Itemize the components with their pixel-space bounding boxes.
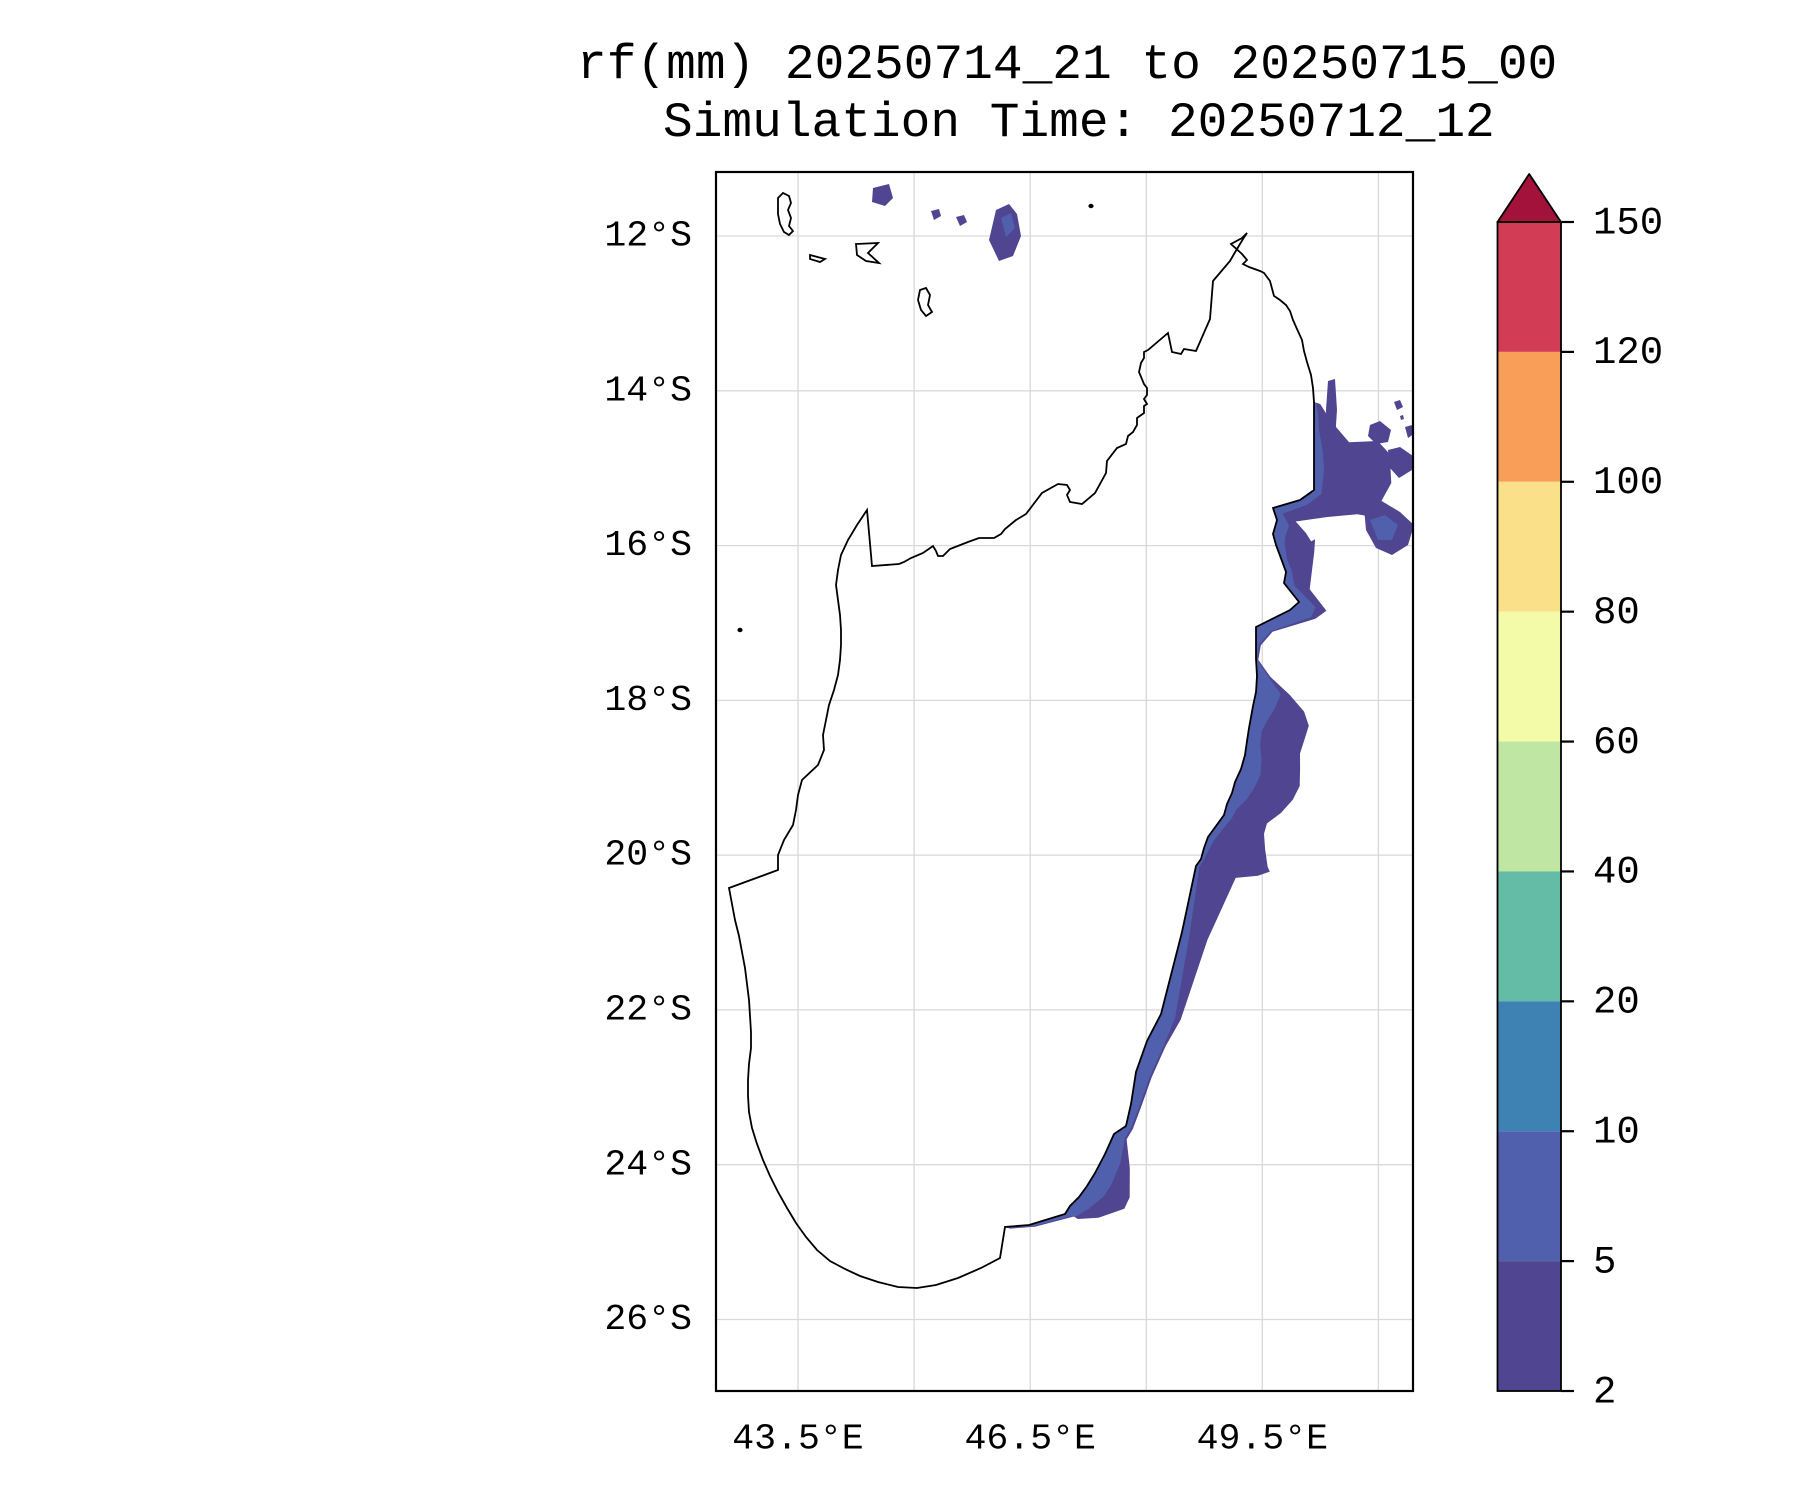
svg-text:12°S: 12°S (604, 216, 692, 257)
svg-text:43.5°E: 43.5°E (732, 1419, 863, 1460)
svg-text:22°S: 22°S (604, 990, 692, 1031)
svg-text:14°S: 14°S (604, 370, 692, 411)
svg-text:rf(mm) 20250714_21 to 20250715: rf(mm) 20250714_21 to 20250715_00 (577, 37, 1557, 93)
svg-text:Simulation Time: 20250712_12: Simulation Time: 20250712_12 (663, 95, 1495, 151)
svg-text:10: 10 (1593, 1111, 1640, 1155)
svg-text:16°S: 16°S (604, 525, 692, 566)
svg-text:46.5°E: 46.5°E (964, 1419, 1095, 1460)
svg-text:60: 60 (1593, 721, 1640, 765)
svg-text:100: 100 (1593, 461, 1663, 505)
svg-text:20°S: 20°S (604, 835, 692, 876)
svg-text:40: 40 (1593, 851, 1640, 895)
svg-text:120: 120 (1593, 331, 1663, 375)
svg-text:49.5°E: 49.5°E (1197, 1419, 1328, 1460)
svg-text:18°S: 18°S (604, 680, 692, 721)
svg-text:24°S: 24°S (604, 1144, 692, 1185)
svg-text:150: 150 (1593, 201, 1663, 245)
svg-text:20: 20 (1593, 981, 1640, 1025)
svg-text:26°S: 26°S (604, 1299, 692, 1340)
svg-text:2: 2 (1593, 1370, 1616, 1414)
svg-text:80: 80 (1593, 591, 1640, 635)
svg-text:5: 5 (1593, 1240, 1616, 1284)
